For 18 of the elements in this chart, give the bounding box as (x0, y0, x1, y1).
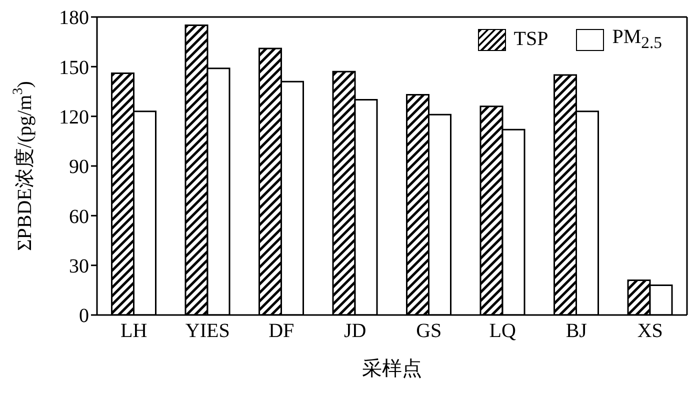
y-tick-label: 180 (59, 7, 89, 30)
legend-label: TSP (514, 28, 548, 51)
x-tick-label: DF (268, 320, 294, 342)
x-tick-label: LH (120, 320, 148, 342)
y-tick-label: 120 (59, 106, 89, 128)
y-tick-label: 30 (69, 255, 89, 278)
x-tick-label: XS (637, 320, 663, 342)
legend-label: PM$_{2.5}$ (612, 26, 662, 53)
x-tick-label: YIES (185, 320, 230, 342)
y-tick-label: 90 (69, 156, 89, 178)
x-tick-label: GS (416, 320, 442, 342)
y-tick-label: 0 (79, 305, 89, 328)
x-tick-label: JD (344, 320, 366, 342)
y-tick-label: 150 (59, 56, 89, 79)
x-tick-label: BJ (566, 320, 588, 342)
x-axis-title: 采样点 (362, 358, 422, 380)
x-tick-label: LQ (489, 320, 517, 342)
y-tick-label: 60 (69, 206, 89, 228)
